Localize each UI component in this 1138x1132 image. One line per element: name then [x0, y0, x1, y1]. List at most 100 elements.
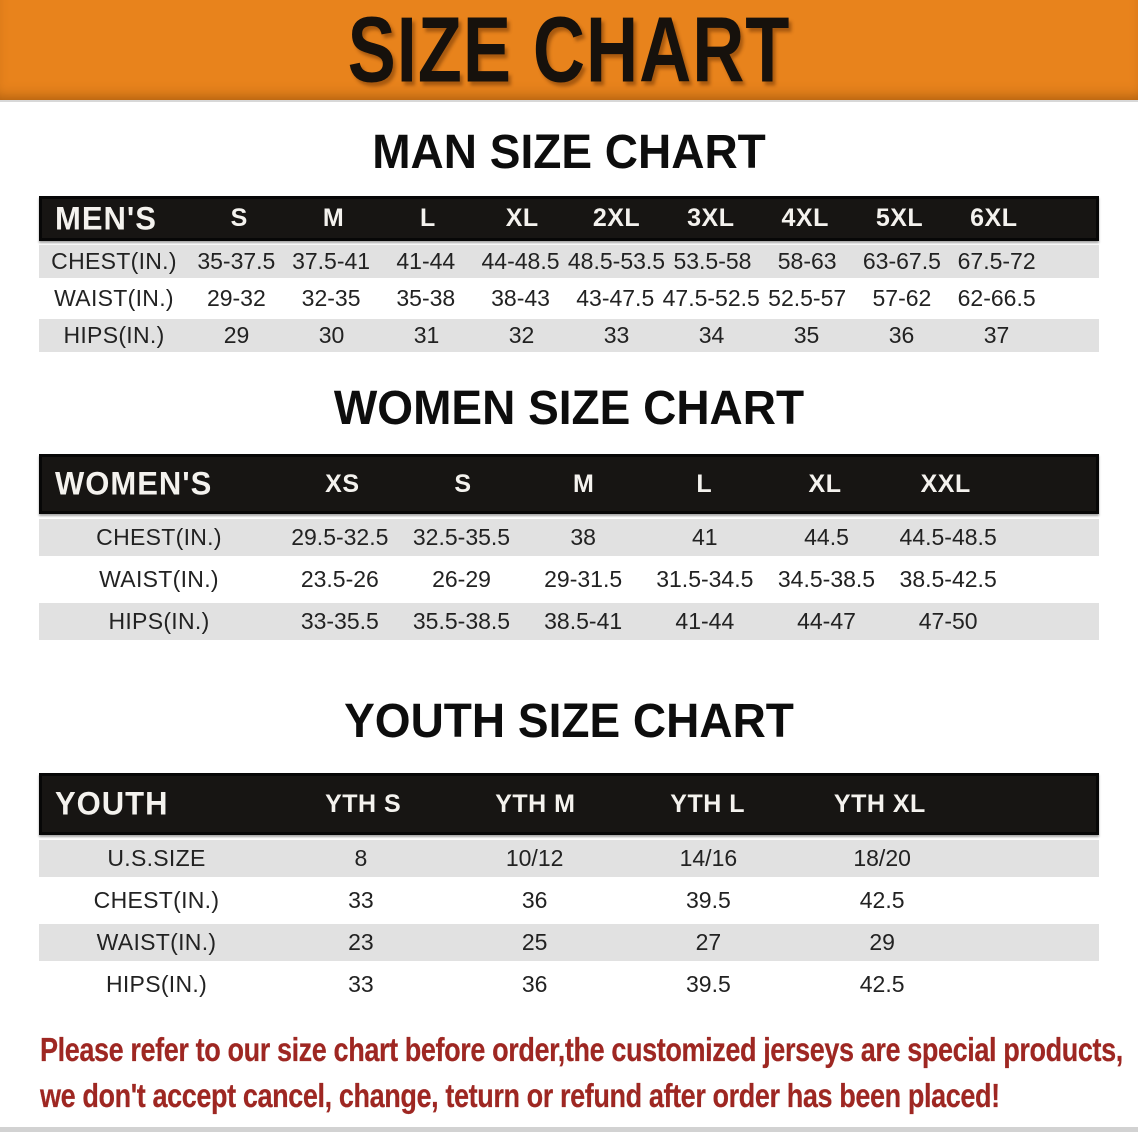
- mens-waist-in-m: 32-35: [301, 285, 361, 311]
- youth-hips-in-yth-xl: 42.5: [859, 971, 905, 997]
- youth-row-waist-in: WAIST(IN.) 23 25 27 29: [39, 924, 1099, 961]
- mens-waist-in-s: 29-32: [206, 285, 266, 311]
- section-heading-youth: YOUTH SIZE CHART: [344, 692, 794, 748]
- banner: SIZE CHART: [0, 0, 1138, 102]
- womens-row-hips-in: HIPS(IN.) 33-35.5 35.5-38.5 38.5-41 41-44 44-…: [39, 603, 1099, 640]
- youth-waist-in-yth-l: 27: [695, 929, 722, 955]
- mens-row-hips-in: HIPS(IN.) 29 30 31 32 33 34 35 36 37: [39, 319, 1099, 352]
- mens-waist-in-6xl: 62-66.5: [957, 285, 1036, 311]
- mens-waist-in-3xl: 47.5-52.5: [662, 285, 760, 311]
- disclaimer-line-2: we don't accept cancel, change, teturn o…: [40, 1077, 1000, 1114]
- womens-row-label-hips-in: HIPS(IN.): [108, 608, 210, 634]
- womens-size-table: WOMEN'S XS S M L XL XXL CHEST(IN.) 29.5-32.5 32.5…: [39, 454, 1099, 640]
- mens-chest-in-5xl: 63-67.5: [862, 248, 941, 274]
- youth-column-header-yth-s: YTH S: [325, 789, 402, 818]
- mens-waist-in-2xl: 43-47.5: [576, 285, 655, 311]
- mens-size-table: MEN'S S M L XL 2XL 3XL 4XL 5XL 6XL CHEST(IN.) 35-37…: [39, 196, 1099, 352]
- mens-waist-in-5xl: 57-62: [872, 285, 932, 311]
- mens-row-label-waist-in: WAIST(IN.): [54, 285, 174, 311]
- section-womens: WOMEN SIZE CHART WOMEN'S XS S M L XL XXL CHEST(I…: [0, 381, 1138, 640]
- womens-waist-in-l: 31.5-34.5: [656, 566, 754, 592]
- mens-column-header-6xl: 6XL: [970, 204, 1018, 232]
- youth-waist-in-yth-xl: 29: [869, 929, 895, 955]
- youth-column-header-yth-l: YTH L: [670, 789, 745, 818]
- youth-hips-in-yth-s: 33: [348, 971, 374, 997]
- womens-column-header-m: M: [572, 469, 595, 498]
- mens-column-header-xl: XL: [505, 204, 539, 232]
- womens-waist-in-xxl: 38.5-42.5: [899, 566, 997, 592]
- mens-waist-in-4xl: 52.5-57: [768, 285, 847, 311]
- bottom-edge-strip: [0, 1127, 1138, 1132]
- womens-chest-in-xxl: 44.5-48.5: [899, 524, 997, 550]
- mens-waist-in-xl: 38-43: [491, 285, 550, 311]
- mens-waist-in-l: 35-38: [396, 285, 456, 311]
- youth-row-u-s-size: U.S.SIZE 8 10/12 14/16 18/20: [39, 840, 1099, 877]
- youth-u-s-size-yth-l: 14/16: [679, 845, 738, 871]
- womens-column-header-s: S: [454, 469, 472, 498]
- mens-hips-in-2xl: 33: [603, 322, 630, 348]
- mens-column-header-l: L: [419, 204, 436, 232]
- youth-u-s-size-yth-xl: 18/20: [853, 845, 911, 871]
- youth-row-label-chest-in: CHEST(IN.): [93, 887, 220, 913]
- mens-hips-in-4xl: 35: [793, 322, 820, 348]
- mens-chest-in-l: 41-44: [396, 248, 456, 274]
- womens-hips-in-xxl: 47-50: [918, 608, 978, 634]
- mens-hips-in-s: 29: [223, 322, 250, 348]
- womens-table-title: WOMEN'S: [55, 465, 213, 502]
- womens-hips-in-l: 41-44: [675, 608, 735, 634]
- mens-chest-in-3xl: 53.5-58: [673, 248, 752, 274]
- womens-hips-in-xs: 33-35.5: [300, 608, 379, 634]
- mens-column-header-m: M: [322, 204, 345, 232]
- womens-hips-in-s: 35.5-38.5: [412, 608, 511, 634]
- mens-column-header-s: S: [230, 204, 248, 232]
- section-heading-mens: MAN SIZE CHART: [372, 123, 766, 179]
- youth-column-header-yth-xl: YTH XL: [833, 789, 926, 818]
- womens-chest-in-xs: 29.5-32.5: [291, 524, 389, 550]
- youth-waist-in-yth-s: 23: [348, 929, 374, 955]
- youth-row-hips-in: HIPS(IN.) 33 36 39.5 42.5: [39, 966, 1099, 1003]
- mens-chest-in-4xl: 58-63: [777, 248, 837, 274]
- youth-row-label-u-s-size: U.S.SIZE: [107, 845, 206, 871]
- youth-chest-in-yth-m: 36: [521, 887, 548, 913]
- womens-waist-in-xs: 23.5-26: [300, 566, 379, 592]
- mens-chest-in-m: 37.5-41: [292, 248, 371, 274]
- womens-column-header-xxl: XXL: [920, 469, 971, 498]
- disclaimer-line-1: Please refer to our size chart before or…: [40, 1031, 1123, 1068]
- womens-chest-in-l: 41: [692, 524, 718, 550]
- youth-size-table: YOUTH YTH S YTH M YTH L YTH XL U.S.SIZE 8 10/12…: [39, 773, 1099, 1003]
- womens-column-header-xl: XL: [808, 469, 842, 498]
- youth-hips-in-yth-m: 36: [521, 971, 548, 997]
- mens-column-header-5xl: 5XL: [875, 204, 924, 232]
- mens-row-label-chest-in: CHEST(IN.): [51, 248, 177, 274]
- mens-hips-in-5xl: 36: [888, 322, 915, 348]
- youth-u-s-size-yth-m: 10/12: [505, 845, 564, 871]
- mens-row-chest-in: CHEST(IN.) 35-37.5 37.5-41 41-44 44-48.5 48.5…: [39, 245, 1099, 278]
- size-chart-sections: MAN SIZE CHART MEN'S S M L XL 2XL 3XL 4XL 5XL 6XL C…: [0, 123, 1138, 1003]
- youth-chest-in-yth-xl: 42.5: [859, 887, 905, 913]
- youth-u-s-size-yth-s: 8: [354, 845, 368, 871]
- disclaimer: Please refer to our size chart before or…: [40, 1027, 1123, 1119]
- mens-column-header-2xl: 2XL: [592, 204, 641, 232]
- youth-row-label-waist-in: WAIST(IN.): [96, 929, 217, 955]
- womens-waist-in-m: 29-31.5: [544, 566, 623, 592]
- mens-column-header-3xl: 3XL: [687, 204, 735, 232]
- section-youth: YOUTH SIZE CHART YOUTH YTH S YTH M YTH L YTH …: [0, 692, 1138, 1003]
- banner-title: SIZE CHART: [347, 0, 791, 102]
- womens-chest-in-s: 32.5-35.5: [412, 524, 511, 550]
- mens-row-waist-in: WAIST(IN.) 29-32 32-35 35-38 38-43 43-47.5 47.…: [39, 282, 1099, 315]
- womens-row-chest-in: CHEST(IN.) 29.5-32.5 32.5-35.5 38 41 44.5 44.5…: [39, 519, 1099, 556]
- mens-row-label-hips-in: HIPS(IN.): [63, 322, 165, 348]
- youth-row-label-hips-in: HIPS(IN.): [105, 971, 208, 997]
- mens-hips-in-xl: 32: [508, 322, 535, 348]
- mens-hips-in-6xl: 37: [983, 322, 1010, 348]
- mens-column-header-4xl: 4XL: [781, 204, 829, 232]
- womens-waist-in-xl: 34.5-38.5: [777, 566, 876, 592]
- section-mens: MAN SIZE CHART MEN'S S M L XL 2XL 3XL 4XL 5XL 6XL C…: [0, 123, 1138, 352]
- youth-table-title: YOUTH: [55, 785, 169, 822]
- mens-table-title: MEN'S: [55, 199, 157, 237]
- mens-table-header-row: MEN'S S M L XL 2XL 3XL 4XL 5XL 6XL: [39, 196, 1099, 241]
- mens-chest-in-2xl: 48.5-53.5: [567, 248, 666, 274]
- youth-table-header-row: YOUTH YTH S YTH M YTH L YTH XL: [39, 773, 1099, 835]
- womens-table-header-row: WOMEN'S XS S M L XL XXL: [39, 454, 1099, 514]
